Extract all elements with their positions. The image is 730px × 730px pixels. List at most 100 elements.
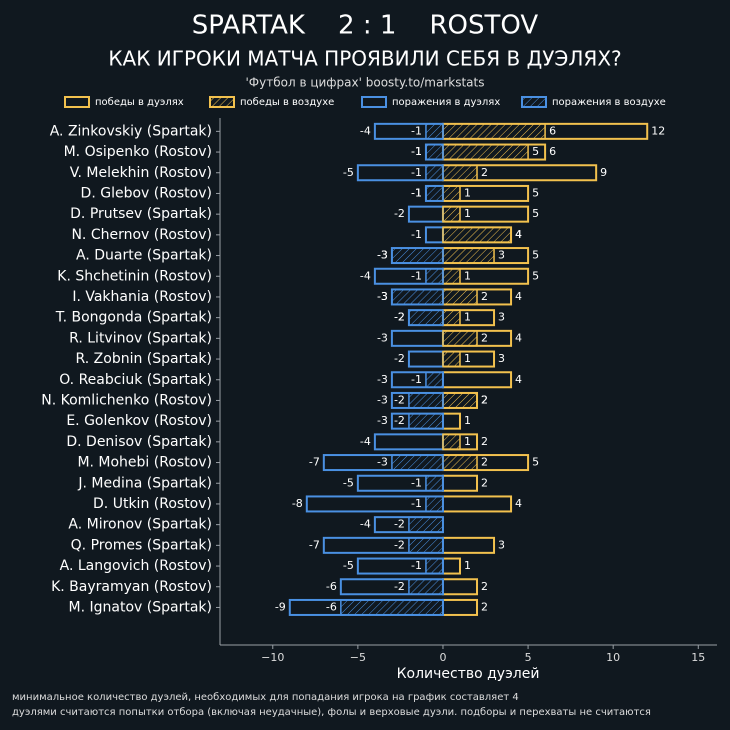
- x-tick-label: 10: [606, 651, 620, 664]
- value-label: -3: [377, 290, 388, 303]
- aerial-bar: [425, 475, 444, 492]
- value-label: -9: [275, 600, 286, 613]
- legend-label: победы в воздухе: [240, 97, 334, 108]
- value-label: -3: [377, 456, 388, 469]
- value-label: -2: [394, 311, 405, 324]
- value-label: 4: [515, 228, 522, 241]
- aerial-bar: [442, 205, 461, 223]
- value-label: -7: [309, 456, 320, 469]
- legend-label: поражения в дуэлях: [392, 97, 500, 108]
- aerial-bar: [442, 350, 461, 368]
- value-label: 1: [464, 269, 471, 282]
- value-label: 1: [464, 186, 471, 199]
- y-tick-label: M. Osipenko (Rostov): [64, 144, 212, 160]
- aerial-bar: [425, 495, 444, 513]
- aerial-bar: [391, 288, 444, 306]
- value-label: 4: [515, 497, 522, 510]
- y-tick-label: D. Prutsev (Spartak): [70, 206, 212, 222]
- value-label: 2: [481, 290, 488, 303]
- y-tick-label: J. Medina (Spartak): [77, 475, 212, 491]
- y-tick-label: V. Melekhin (Rostov): [70, 165, 212, 181]
- value-label: -5: [343, 166, 354, 179]
- aerial-bar: [408, 537, 444, 554]
- legend-swatch: [64, 96, 90, 108]
- aerial-bar: [442, 247, 495, 264]
- footnote: минимальное количество дуэлей, необходим…: [12, 692, 519, 703]
- value-label: 5: [532, 186, 539, 199]
- value-label: -1: [411, 124, 422, 137]
- aerial-bar: [442, 433, 461, 451]
- aerial-bar: [442, 330, 478, 347]
- value-label: -2: [394, 207, 405, 220]
- value-label: 2: [481, 435, 488, 448]
- value-label: 2: [481, 580, 488, 593]
- y-tick-label: A. Mironov (Spartak): [68, 517, 212, 533]
- value-label: -1: [411, 476, 422, 489]
- y-tick-label: R. Litvinov (Spartak): [69, 330, 212, 346]
- value-label: 2: [481, 393, 488, 406]
- chart-title: SPARTAK 2 : 1 ROSTOV: [192, 11, 539, 41]
- aerial-bar: [442, 123, 546, 140]
- aerial-bar: [425, 268, 444, 285]
- value-label: -1: [411, 269, 422, 282]
- value-label: 1: [464, 414, 471, 427]
- footnote: дуэлями считаются попытки отбора (включа…: [12, 707, 651, 718]
- aerial-bar: [408, 412, 444, 430]
- x-tick-label: −5: [350, 651, 366, 664]
- chart-subtitle: КАК ИГРОКИ МАТЧА ПРОЯВИЛИ СЕБЯ В ДУЭЛЯХ?: [108, 47, 621, 71]
- value-label: 3: [498, 538, 505, 551]
- value-label: 5: [532, 269, 539, 282]
- value-label: -2: [394, 580, 405, 593]
- legend-label: поражения в воздухе: [552, 97, 666, 108]
- aerial-bar: [425, 557, 444, 575]
- legend-swatch: [209, 96, 235, 108]
- y-tick-label: D. Denisov (Spartak): [66, 434, 212, 450]
- aerial-bar: [425, 164, 444, 181]
- value-label: 4: [515, 290, 522, 303]
- value-label: 4: [515, 331, 522, 344]
- value-label: 1: [464, 559, 471, 572]
- value-label: 6: [549, 124, 556, 137]
- y-tick-label: D. Utkin (Rostov): [93, 496, 212, 512]
- value-label: 5: [532, 145, 539, 158]
- value-label: 12: [651, 124, 665, 137]
- value-label: 2: [481, 393, 488, 406]
- value-label: 6: [549, 145, 556, 158]
- value-label: 1: [464, 435, 471, 448]
- y-tick-label: D. Glebov (Rostov): [81, 185, 212, 201]
- value-label: 1: [464, 311, 471, 324]
- y-tick-label: A. Langovich (Rostov): [60, 558, 212, 574]
- y-tick-label: A. Zinkovskiy (Spartak): [50, 123, 212, 139]
- value-label: 4: [515, 228, 522, 241]
- aerial-bar: [391, 454, 444, 471]
- aerial-bar: [442, 185, 461, 202]
- value-label: 1: [464, 207, 471, 220]
- value-label: 4: [515, 373, 522, 386]
- x-tick-label: 0: [439, 651, 446, 664]
- value-label: -2: [394, 414, 405, 427]
- source: 'Футбол в цифрах' boosty.to/markstats: [246, 76, 485, 90]
- y-tick-label: O. Reabciuk (Spartak): [59, 372, 212, 388]
- aerial-bar: [340, 599, 444, 616]
- value-label: -3: [377, 373, 388, 386]
- aerial-bar: [408, 309, 444, 326]
- y-tick-label: K. Shchetinin (Rostov): [57, 268, 212, 284]
- aerial-bar: [442, 268, 461, 285]
- x-tick-label: −10: [261, 651, 284, 664]
- y-tick-label: K. Bayramyan (Rostov): [51, 579, 212, 595]
- y-tick-label: I. Vakhania (Rostov): [72, 289, 212, 305]
- aerial-bar: [442, 226, 512, 244]
- value-label: -6: [326, 580, 337, 593]
- value-label: -2: [394, 352, 405, 365]
- value-label: -1: [411, 166, 422, 179]
- aerial-bar: [442, 392, 478, 409]
- legend-swatch: [361, 96, 387, 108]
- value-label: -2: [394, 518, 405, 531]
- value-label: -3: [377, 331, 388, 344]
- value-label: -4: [360, 124, 371, 137]
- legend-label: победы в дуэлях: [95, 97, 184, 108]
- aerial-bar: [425, 123, 444, 140]
- value-label: -3: [377, 290, 388, 303]
- value-label: -4: [360, 269, 371, 282]
